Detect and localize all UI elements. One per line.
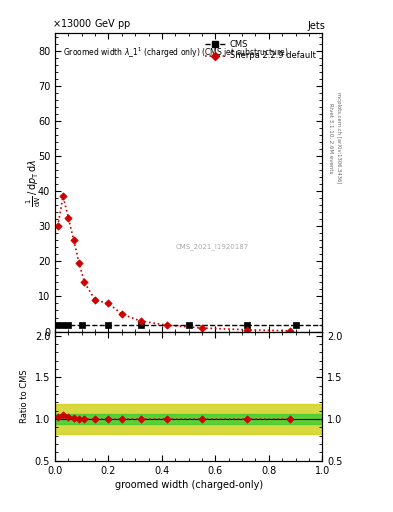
Point	[105, 300, 112, 308]
Text: CMS_2021_I1920187: CMS_2021_I1920187	[175, 243, 248, 250]
Point	[138, 415, 144, 423]
Point	[138, 321, 144, 329]
Point	[199, 415, 205, 423]
Point	[65, 321, 72, 329]
Point	[92, 296, 98, 304]
Y-axis label: Ratio to CMS: Ratio to CMS	[20, 369, 29, 423]
Text: mcplots.cern.ch [arXiv:1306.3436]: mcplots.cern.ch [arXiv:1306.3436]	[336, 93, 341, 184]
Point	[55, 222, 61, 230]
Point	[60, 193, 66, 201]
Point	[119, 310, 125, 318]
Point	[287, 415, 293, 423]
Point	[287, 327, 293, 335]
Point	[185, 321, 192, 329]
Point	[119, 415, 125, 423]
Point	[55, 413, 61, 421]
Point	[105, 415, 112, 423]
Point	[81, 279, 88, 287]
Point	[81, 415, 88, 423]
Point	[76, 415, 82, 423]
Point	[244, 321, 251, 329]
Point	[292, 321, 299, 329]
Point	[244, 326, 251, 334]
Point	[71, 414, 77, 422]
Legend: CMS, Sherpa 2.2.9 default: CMS, Sherpa 2.2.9 default	[202, 37, 318, 63]
Point	[60, 411, 66, 419]
Text: Groomed width $\lambda\_1^{1}$ (charged only) (CMS jet substructure): Groomed width $\lambda\_1^{1}$ (charged …	[63, 45, 289, 59]
Point	[164, 415, 171, 423]
Text: $\times$13000 GeV pp: $\times$13000 GeV pp	[52, 17, 132, 31]
X-axis label: groomed width (charged-only): groomed width (charged-only)	[115, 480, 263, 490]
Point	[105, 321, 112, 329]
Text: Jets: Jets	[307, 21, 325, 31]
Point	[92, 415, 98, 423]
Point	[76, 259, 82, 267]
Y-axis label: $\frac{1}{\mathrm{d}N}\,/\,\mathrm{d}p_\mathrm{T}\,\mathrm{d}\lambda$: $\frac{1}{\mathrm{d}N}\,/\,\mathrm{d}p_\…	[24, 158, 43, 207]
Point	[138, 317, 144, 325]
Point	[199, 324, 205, 332]
Point	[79, 321, 85, 329]
Point	[59, 321, 65, 329]
Point	[71, 236, 77, 244]
Point	[53, 321, 59, 329]
Point	[65, 214, 72, 222]
Text: Rivet 3.1.10, 2.6M events: Rivet 3.1.10, 2.6M events	[328, 103, 333, 174]
Point	[244, 415, 251, 423]
Point	[164, 321, 171, 329]
Point	[65, 413, 72, 421]
